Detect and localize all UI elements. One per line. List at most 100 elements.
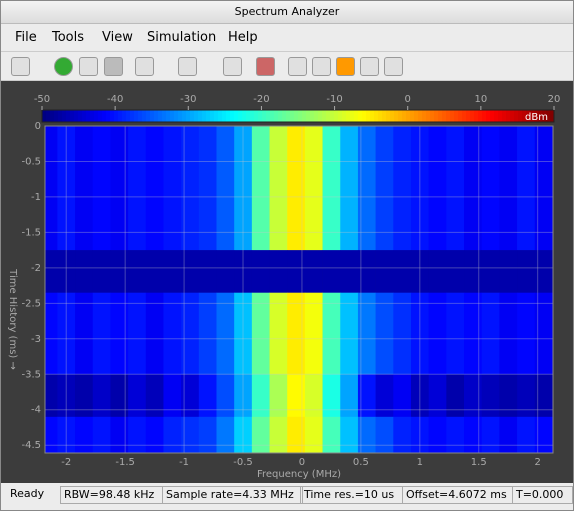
spectrogram-cell [428,374,447,418]
spectrogram-cell [269,126,288,251]
menu-item[interactable]: Simulation [147,30,217,45]
spectrogram-cell [57,416,76,454]
spectrogram-cell [481,292,500,375]
menu-item[interactable]: Tools [52,30,85,45]
tool-button[interactable] [288,57,307,76]
colorbar-cell [490,110,495,122]
spectrogram-cell [322,374,341,418]
scope-display: dBm-50 -40 -30 -20 -10 0 10 20-2 -1.5 -1 -0.5 0 0.5 1… [1,81,573,483]
colorbar-cell [186,110,191,122]
y-axis-label: Time History (ms) → [7,268,18,370]
spectrogram-cell [92,126,111,251]
colorbar-cell [242,110,247,122]
colorbar-cell [194,110,199,122]
spectrogram-cell [45,126,58,251]
spectrogram-cell [110,126,129,251]
spectrogram-cell [534,416,553,454]
colorbar-cell [134,110,139,122]
tool-button[interactable] [135,57,154,76]
colorbar-cell [506,110,511,122]
tool-button[interactable] [384,57,403,76]
step-button[interactable] [79,57,98,76]
menu-item[interactable]: Help [228,30,258,45]
spectrogram-cell [75,292,94,375]
colorbar-cell [342,110,347,122]
spectrogram-cell [464,416,482,454]
status-field: Time res.=10 us [300,486,403,504]
run-button[interactable] [54,57,73,76]
colorbar-cell [174,110,179,122]
spectrogram-cell [446,374,465,418]
spectrogram-cell [198,250,217,293]
spectrogram-cell [304,292,323,375]
spectrogram-cell [57,250,76,293]
tool-button[interactable] [256,57,275,76]
spectrogram-cell [234,374,253,418]
spectrogram-cell [534,374,553,418]
spectrogram-cell [163,250,182,293]
colorbar-cell [198,110,203,122]
colorbar-cell [514,110,519,122]
spectrogram-cell [198,292,217,375]
spectrogram-cell [464,292,482,375]
tool-button[interactable] [11,57,30,76]
menu-item[interactable]: View [102,30,133,45]
menu-item[interactable]: File [15,30,37,45]
spectrogram-cell [499,292,518,375]
spectrogram-cell [499,126,518,251]
spectrogram-cell [110,292,129,375]
colorbar-cell [438,110,443,122]
colorbar-cell [362,110,367,122]
colorbar-tick-label: -50 [34,94,50,105]
colorbar-cell [454,110,459,122]
spectrogram-cell [375,250,394,293]
spectrogram-cell [517,292,536,375]
status-field: RBW=98.48 kHz [60,486,163,504]
tool-button[interactable] [312,57,331,76]
spectrogram-cell [234,126,253,251]
colorbar-tick-label: 10 [474,94,487,105]
colorbar-tick-label: 20 [548,94,561,105]
y-tick-label: -2 [31,263,41,274]
spectrogram-cell [251,416,270,454]
spectrogram-cell [534,292,553,375]
colorbar-tick-label: -40 [107,94,123,105]
colorbar-cell [494,110,499,122]
spectrogram-cell [464,126,482,251]
spectrogram-cell [446,292,465,375]
spectrogram-cell [357,374,376,418]
zoom-button[interactable] [178,57,197,76]
colorbar-cell [446,110,451,122]
spectrogram-cell [499,250,518,293]
spectrogram-cell [322,126,341,251]
colorbar-cell [478,110,483,122]
colorbar-cell [234,110,239,122]
colorbar-cell [118,110,123,122]
colorbar-cell [182,110,187,122]
colorbar-cell [474,110,479,122]
colorbar-cell [458,110,463,122]
colorbar-cell [78,110,83,122]
spectrogram-cell [163,416,182,454]
x-tick-label: 1 [417,457,423,468]
colorbar-cell [282,110,287,122]
x-tick-label: -0.5 [233,457,253,468]
tool-button[interactable] [336,57,355,76]
tool-button[interactable] [360,57,379,76]
spectrogram-cell [517,126,536,251]
spectrogram-cell [251,250,270,293]
colorbar-cell [162,110,167,122]
colorbar-cell [74,110,79,122]
tool-button[interactable] [223,57,242,76]
spectrogram-cell [181,126,200,251]
spectrogram-cell [304,126,323,251]
spectrogram-cell [410,250,429,293]
stop-button[interactable] [104,57,123,76]
title-bar: Spectrum Analyzer [1,1,573,24]
colorbar-cell [130,110,135,122]
colorbar-cell [210,110,215,122]
spectrogram-cell [75,250,94,293]
spectrogram-cell [57,126,76,251]
colorbar-cell [286,110,291,122]
